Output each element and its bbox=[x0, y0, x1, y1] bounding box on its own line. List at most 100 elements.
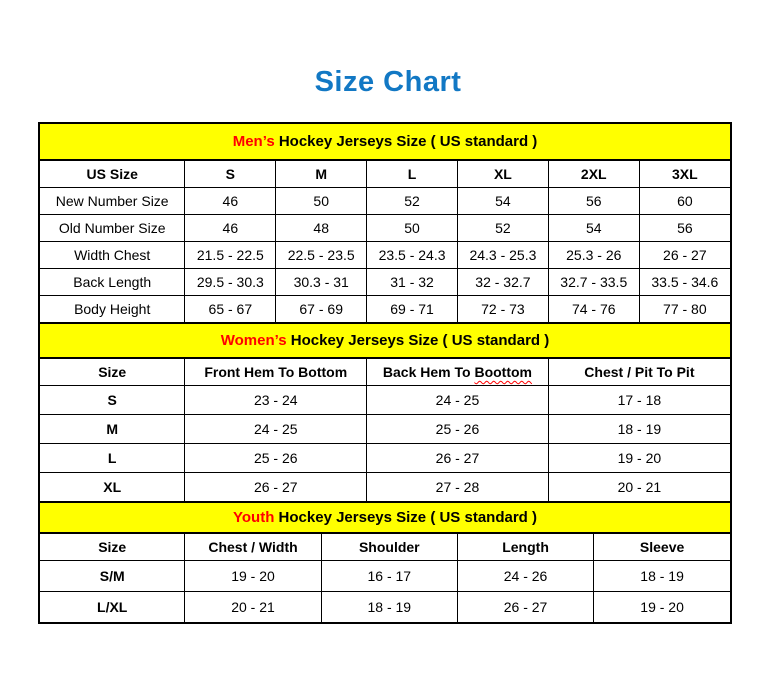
mens-row-old-number-size: Old Number Size 46 48 50 52 54 56 bbox=[40, 214, 730, 242]
mens-row-back-length: Back Length 29.5 - 30.3 30.3 - 31 31 - 3… bbox=[40, 268, 730, 296]
youth-banner-text: Hockey Jerseys Size ( US standard ) bbox=[274, 509, 537, 526]
cell: 67 - 69 bbox=[275, 295, 368, 322]
mens-size-table: US Size S M L XL 2XL 3XL New Number Size… bbox=[40, 161, 730, 322]
cell: 72 - 73 bbox=[456, 295, 549, 322]
youth-header-size: Size bbox=[40, 534, 186, 561]
mens-section-banner: Men’s Hockey Jerseys Size ( US standard … bbox=[40, 124, 730, 161]
back-hem-label-prefix: Back Hem To bbox=[382, 364, 475, 380]
youth-header-shoulder: Shoulder bbox=[320, 534, 458, 561]
cell: 24 - 26 bbox=[456, 560, 595, 592]
cell: 31 - 32 bbox=[366, 268, 458, 296]
mens-header-m: M bbox=[275, 161, 368, 188]
row-label: M bbox=[40, 414, 186, 444]
row-label: XL bbox=[40, 472, 186, 501]
cell: 74 - 76 bbox=[547, 295, 640, 322]
mens-header-row: US Size S M L XL 2XL 3XL bbox=[40, 161, 730, 188]
mens-banner-text: Hockey Jerseys Size ( US standard ) bbox=[274, 133, 538, 150]
womens-row-m: M 24 - 25 25 - 26 18 - 19 bbox=[40, 414, 730, 444]
womens-section-banner: Women’s Hockey Jerseys Size ( US standar… bbox=[40, 322, 730, 359]
cell: 56 bbox=[638, 214, 730, 242]
youth-size-table: Size Chest / Width Shoulder Length Sleev… bbox=[40, 534, 730, 622]
cell: 60 bbox=[638, 187, 730, 215]
womens-header-row: Size Front Hem To Bottom Back Hem To Boo… bbox=[40, 359, 730, 386]
cell: 52 bbox=[456, 214, 549, 242]
womens-size-table: Size Front Hem To Bottom Back Hem To Boo… bbox=[40, 359, 730, 501]
cell: 18 - 19 bbox=[547, 414, 730, 444]
cell: 26 - 27 bbox=[184, 472, 368, 501]
mens-row-width-chest: Width Chest 21.5 - 22.5 22.5 - 23.5 23.5… bbox=[40, 241, 730, 269]
row-label: Old Number Size bbox=[40, 214, 186, 242]
row-label: Width Chest bbox=[40, 241, 186, 269]
cell: 26 - 27 bbox=[638, 241, 730, 269]
cell: 32.7 - 33.5 bbox=[547, 268, 640, 296]
cell: 17 - 18 bbox=[547, 385, 730, 415]
womens-banner-text: Hockey Jerseys Size ( US standard ) bbox=[286, 332, 550, 349]
mens-row-new-number-size: New Number Size 46 50 52 54 56 60 bbox=[40, 187, 730, 215]
cell: 48 bbox=[275, 214, 368, 242]
cell: 56 bbox=[547, 187, 640, 215]
back-hem-misspelled-word: Boottom bbox=[474, 364, 532, 380]
youth-header-length: Length bbox=[456, 534, 595, 561]
youth-header-sleeve: Sleeve bbox=[593, 534, 730, 561]
womens-row-s: S 23 - 24 24 - 25 17 - 18 bbox=[40, 385, 730, 415]
mens-banner-highlight: Men’s bbox=[232, 133, 275, 150]
cell: 20 - 21 bbox=[547, 472, 730, 501]
cell: 26 - 27 bbox=[456, 591, 595, 622]
youth-header-chest-width: Chest / Width bbox=[184, 534, 322, 561]
cell: 77 - 80 bbox=[638, 295, 730, 322]
size-chart: Men’s Hockey Jerseys Size ( US standard … bbox=[38, 122, 732, 624]
cell: 18 - 19 bbox=[593, 560, 730, 592]
row-label: L/XL bbox=[40, 591, 186, 622]
cell: 21.5 - 22.5 bbox=[184, 241, 277, 269]
cell: 30.3 - 31 bbox=[275, 268, 368, 296]
cell: 69 - 71 bbox=[366, 295, 458, 322]
cell: 46 bbox=[184, 187, 277, 215]
mens-header-2xl: 2XL bbox=[547, 161, 640, 188]
youth-row-sm: S/M 19 - 20 16 - 17 24 - 26 18 - 19 bbox=[40, 560, 730, 592]
row-label: New Number Size bbox=[40, 187, 186, 215]
cell: 25.3 - 26 bbox=[547, 241, 640, 269]
mens-header-l: L bbox=[366, 161, 458, 188]
cell: 54 bbox=[547, 214, 640, 242]
cell: 50 bbox=[366, 214, 458, 242]
mens-header-us-size: US Size bbox=[40, 161, 186, 188]
womens-header-back-hem: Back Hem To Boottom bbox=[366, 359, 549, 386]
mens-header-xl: XL bbox=[456, 161, 549, 188]
cell: 24 - 25 bbox=[184, 414, 368, 444]
womens-row-l: L 25 - 26 26 - 27 19 - 20 bbox=[40, 443, 730, 473]
cell: 33.5 - 34.6 bbox=[638, 268, 730, 296]
cell: 65 - 67 bbox=[184, 295, 277, 322]
cell: 19 - 20 bbox=[593, 591, 730, 622]
cell: 20 - 21 bbox=[184, 591, 322, 622]
cell: 25 - 26 bbox=[366, 414, 549, 444]
row-label: S/M bbox=[40, 560, 186, 592]
womens-banner-highlight: Women’s bbox=[220, 332, 287, 349]
cell: 46 bbox=[184, 214, 277, 242]
cell: 29.5 - 30.3 bbox=[184, 268, 277, 296]
row-label: Body Height bbox=[40, 295, 186, 322]
youth-row-lxl: L/XL 20 - 21 18 - 19 26 - 27 19 - 20 bbox=[40, 591, 730, 622]
cell: 23 - 24 bbox=[184, 385, 368, 415]
mens-header-3xl: 3XL bbox=[638, 161, 730, 188]
row-label: S bbox=[40, 385, 186, 415]
youth-header-row: Size Chest / Width Shoulder Length Sleev… bbox=[40, 534, 730, 561]
cell: 22.5 - 23.5 bbox=[275, 241, 368, 269]
cell: 19 - 20 bbox=[547, 443, 730, 473]
mens-row-body-height: Body Height 65 - 67 67 - 69 69 - 71 72 -… bbox=[40, 295, 730, 322]
womens-header-size: Size bbox=[40, 359, 186, 386]
youth-banner-highlight: Youth bbox=[233, 509, 275, 526]
cell: 27 - 28 bbox=[366, 472, 549, 501]
youth-section-banner: Youth Hockey Jerseys Size ( US standard … bbox=[40, 501, 730, 534]
cell: 24.3 - 25.3 bbox=[456, 241, 549, 269]
cell: 18 - 19 bbox=[320, 591, 458, 622]
cell: 19 - 20 bbox=[184, 560, 322, 592]
cell: 16 - 17 bbox=[320, 560, 458, 592]
page-title: Size Chart bbox=[314, 66, 462, 98]
cell: 23.5 - 24.3 bbox=[366, 241, 458, 269]
cell: 25 - 26 bbox=[184, 443, 368, 473]
cell: 50 bbox=[275, 187, 368, 215]
womens-header-chest-pit: Chest / Pit To Pit bbox=[547, 359, 730, 386]
row-label: Back Length bbox=[40, 268, 186, 296]
cell: 52 bbox=[366, 187, 458, 215]
womens-header-front-hem: Front Hem To Bottom bbox=[184, 359, 368, 386]
